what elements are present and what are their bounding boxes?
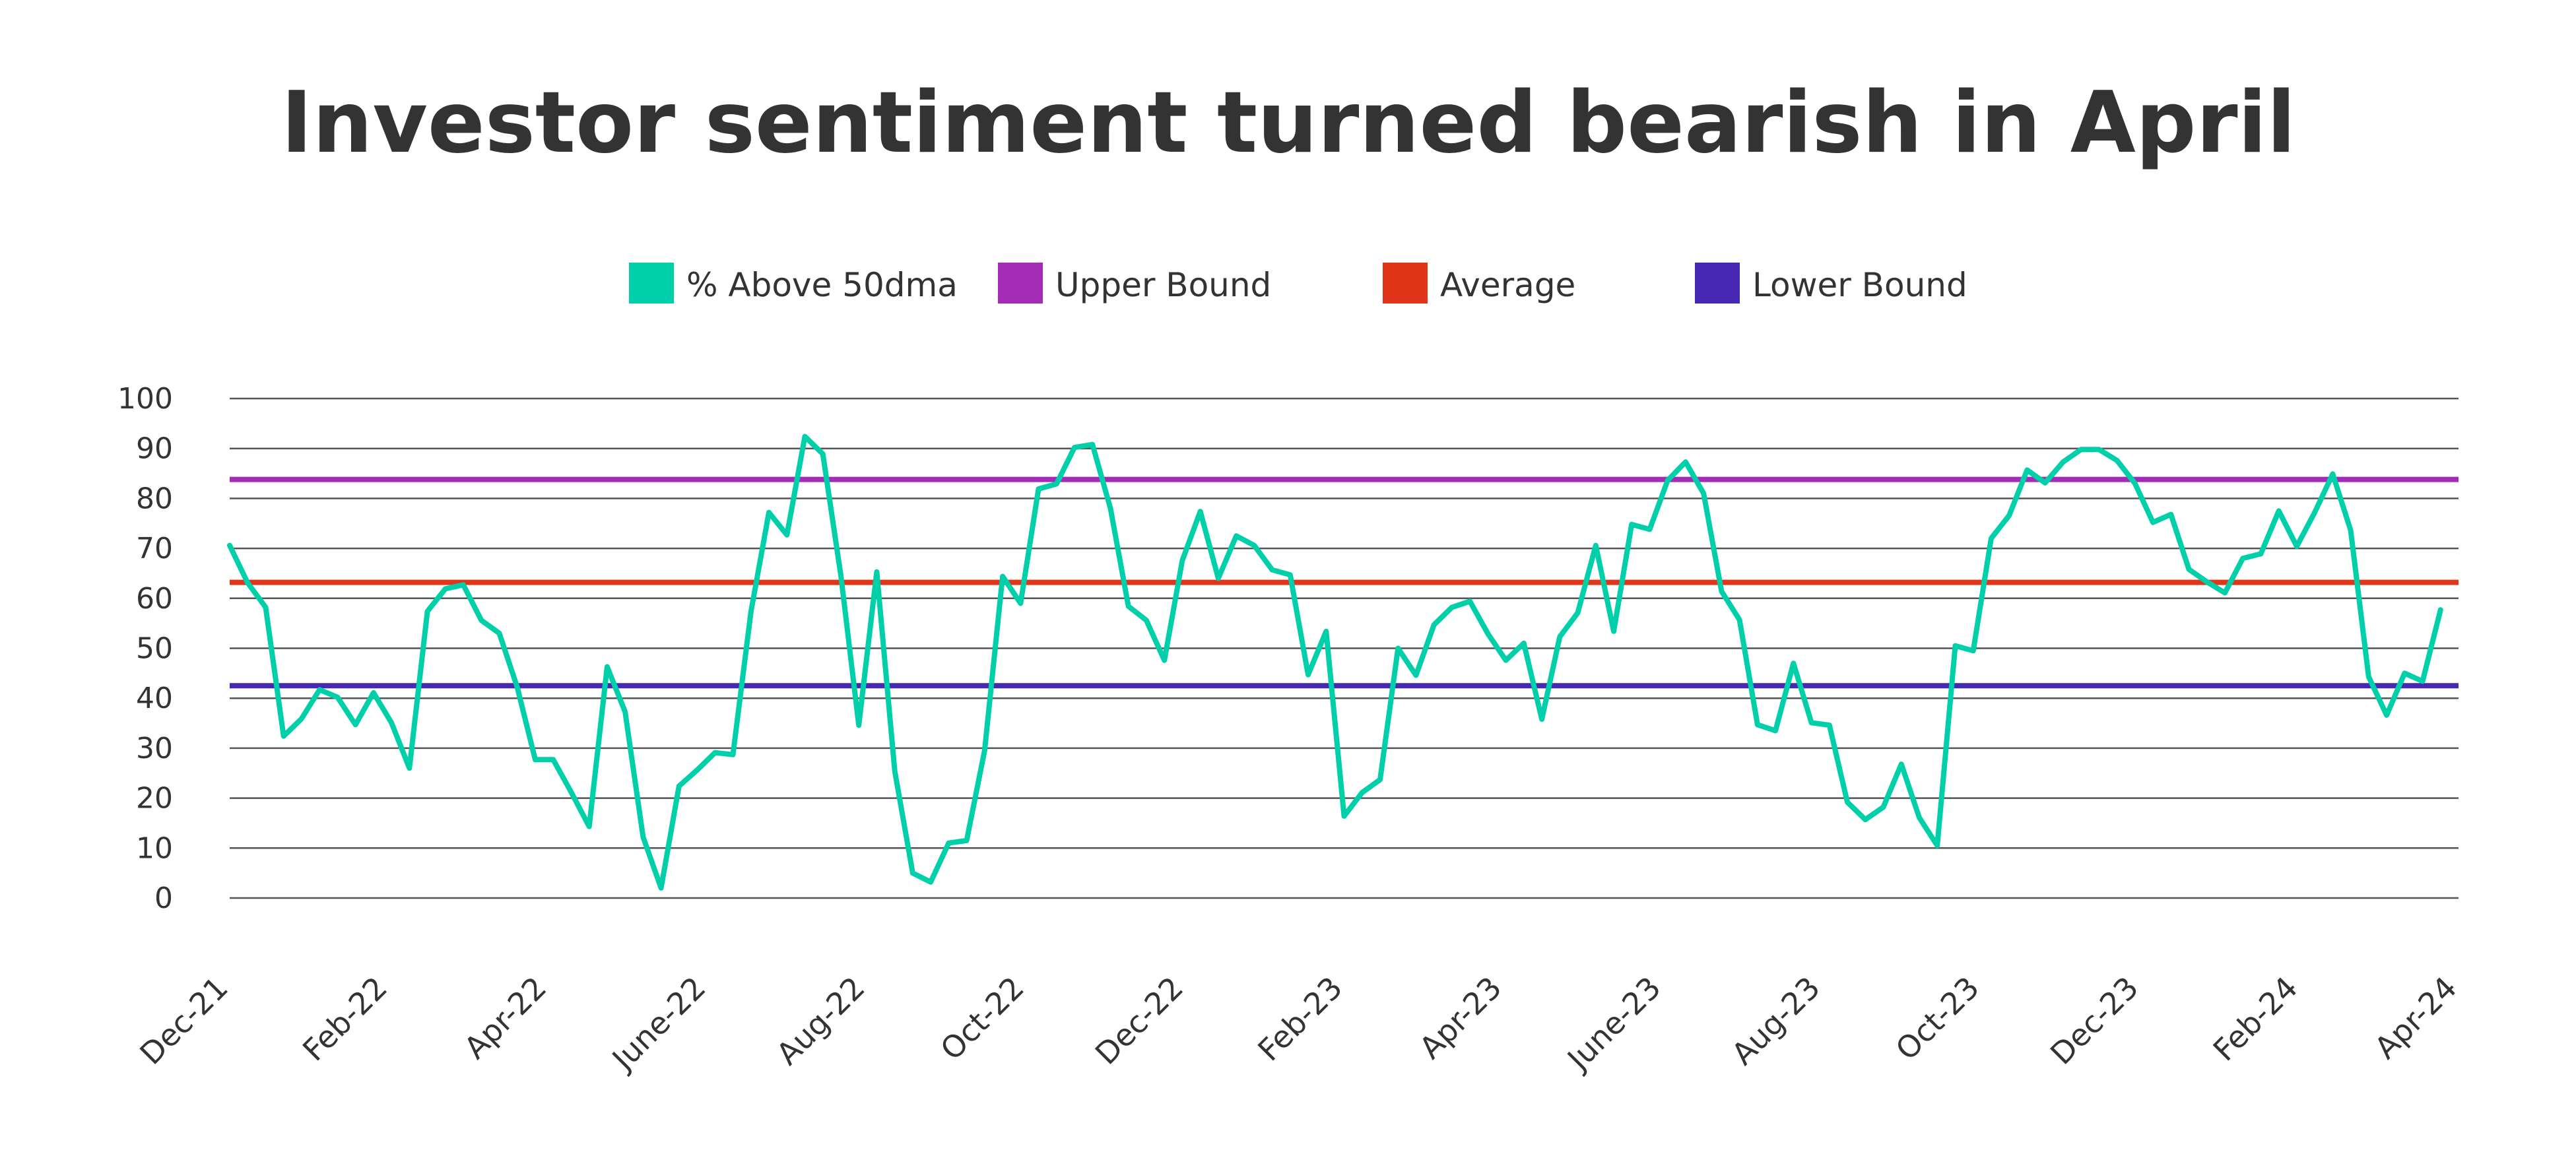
x-tick-label: Aug-23	[1725, 970, 1827, 1072]
y-tick-label: 90	[136, 432, 173, 466]
x-tick-label: Apr-22	[457, 970, 554, 1066]
y-tick-label: 80	[136, 482, 173, 515]
legend-label: Upper Bound	[1055, 266, 1271, 304]
series-lines	[227, 434, 2443, 891]
x-tick-label: Dec-22	[1088, 970, 1190, 1072]
y-tick-label: 30	[136, 732, 173, 765]
y-tick-label: 40	[136, 682, 173, 715]
chart-title: Investor sentiment turned bearish in Apr…	[281, 74, 2296, 172]
legend-swatch	[998, 263, 1043, 304]
y-tick-label: 100	[117, 382, 173, 416]
x-tick-label: Apr-24	[2367, 970, 2464, 1066]
legend-swatch	[1383, 263, 1428, 304]
x-tick-label: Feb-23	[1251, 970, 1349, 1068]
legend-label: Average	[1440, 266, 1575, 304]
x-tick-label: Aug-22	[770, 970, 872, 1072]
y-tick-label: 60	[136, 582, 173, 616]
reference-lines	[230, 476, 2459, 689]
legend-swatch	[629, 263, 674, 304]
x-tick-label: Feb-22	[296, 970, 394, 1068]
legend-label: Lower Bound	[1752, 266, 1967, 304]
x-tick-label: Oct-23	[1889, 970, 1987, 1068]
x-axis-ticks: Dec-21 Feb-22 Apr-22 June-22 Aug-22 Oct-22 Dec…	[133, 970, 2464, 1078]
legend: % Above 50dma Upper Bound Average Lower Bou…	[629, 263, 1967, 304]
series-line-pct-above-50dma	[227, 434, 2443, 891]
y-tick-label: 50	[136, 632, 173, 666]
legend-label: % Above 50dma	[686, 266, 958, 304]
x-tick-label: June-22	[604, 970, 712, 1078]
y-axis-ticks: 0 10 20 30 40 50 60 70 80 90 100	[117, 382, 173, 915]
legend-swatch	[1695, 263, 1740, 304]
x-tick-label: Feb-24	[2206, 970, 2305, 1068]
y-tick-label: 0	[154, 882, 173, 915]
x-tick-label: Dec-23	[2043, 970, 2145, 1072]
y-tick-label: 70	[136, 532, 173, 565]
x-tick-label: June-23	[1559, 970, 1667, 1078]
y-tick-label: 10	[136, 831, 173, 865]
y-tick-label: 20	[136, 782, 173, 816]
x-tick-label: Dec-21	[133, 970, 235, 1072]
x-tick-label: Oct-22	[933, 970, 1031, 1068]
x-tick-label: Apr-23	[1412, 970, 1509, 1066]
